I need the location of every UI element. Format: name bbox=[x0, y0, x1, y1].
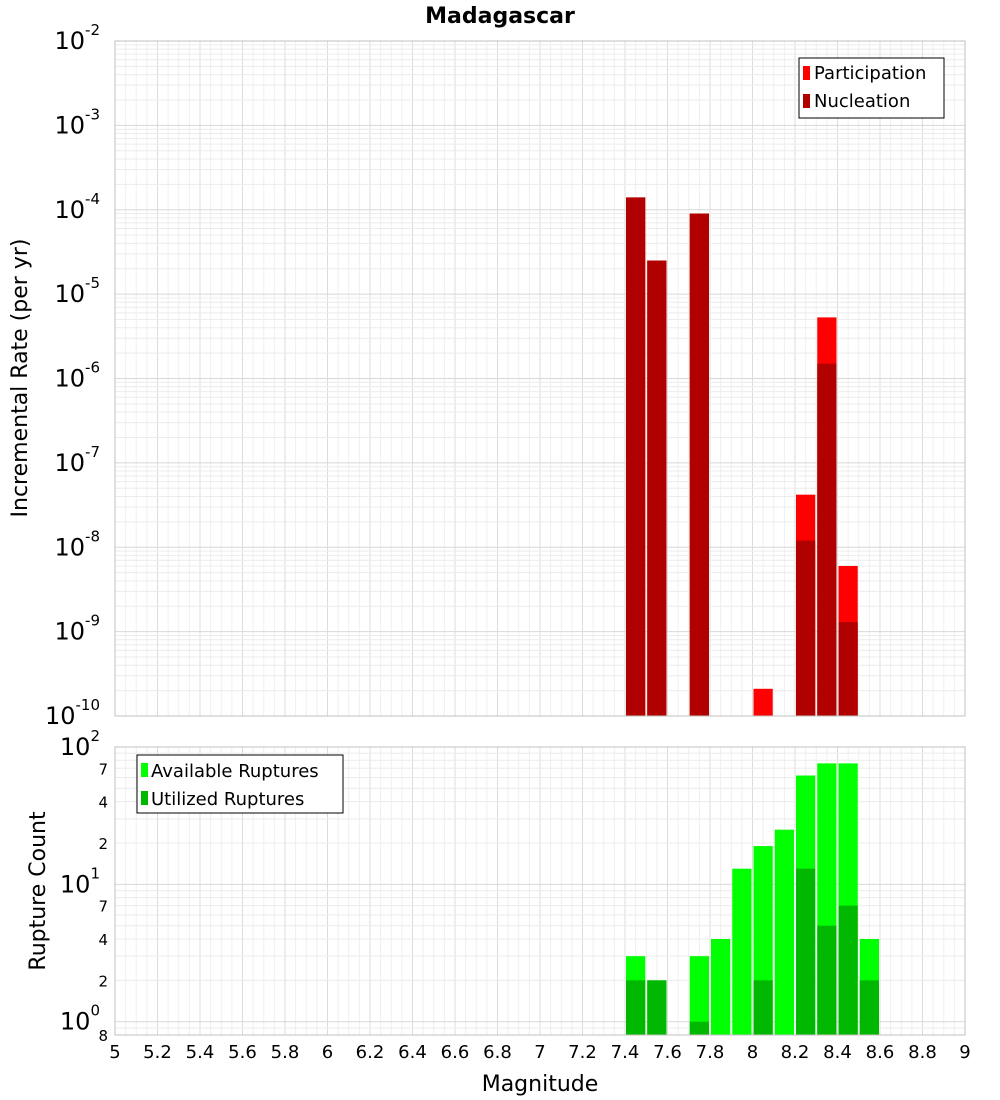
bar-nucleation-8.35 bbox=[817, 363, 837, 716]
top-chart-legend: Participation Nucleation bbox=[798, 57, 945, 119]
bar-utilized-ruptures-8.25 bbox=[796, 868, 816, 1035]
bar-nucleation-7.75 bbox=[689, 213, 709, 717]
bar-participation-8.05 bbox=[753, 688, 773, 716]
bar-utilized-ruptures-8.45 bbox=[838, 905, 858, 1035]
x-axis-ticks: 5 5.2 5.4 5.6 5.8 6 6.2 6.4 6.6 6.8 7 7.2 7.4 7.6 7.8 8… bbox=[109, 1042, 970, 1063]
top-chart-frame bbox=[114, 40, 966, 717]
bar-utilized-ruptures-8.05 bbox=[753, 980, 773, 1035]
x-axis-label: Magnitude bbox=[482, 1072, 599, 1097]
x-tick-label: 7 bbox=[534, 1042, 545, 1063]
y-tick-label: 10-7 bbox=[54, 443, 100, 477]
x-tick-label: 7.2 bbox=[568, 1042, 597, 1063]
bar-nucleation-8.45 bbox=[838, 622, 858, 716]
legend-label-participation: Participation bbox=[814, 63, 926, 84]
bar-utilized-ruptures-7.55 bbox=[647, 980, 667, 1035]
bar-available-ruptures-8.15 bbox=[774, 829, 794, 1035]
bar-available-ruptures-7.75 bbox=[689, 956, 709, 1035]
x-tick-label: 7.8 bbox=[696, 1042, 725, 1063]
y-tick-label: 10-5 bbox=[54, 274, 100, 308]
bar-nucleation-7.55 bbox=[647, 260, 667, 716]
x-tick-label: 5 bbox=[109, 1042, 120, 1063]
x-tick-label: 6.8 bbox=[483, 1042, 512, 1063]
legend-box bbox=[798, 57, 945, 119]
chart-title: Madagascar bbox=[425, 4, 575, 29]
bar-nucleation-8.25 bbox=[796, 540, 816, 716]
top-chart-grid bbox=[114, 40, 966, 717]
x-tick-label: 8.2 bbox=[781, 1042, 810, 1063]
y-tick-label: 100 bbox=[60, 1002, 100, 1036]
y-minor-tick-label: 7 bbox=[98, 760, 108, 778]
y-tick-label: 10-6 bbox=[54, 359, 100, 393]
x-tick-label: 8 bbox=[747, 1042, 758, 1063]
legend-label-nucleation: Nucleation bbox=[814, 91, 910, 112]
legend-swatch-participation bbox=[803, 66, 810, 80]
x-tick-label: 8.6 bbox=[866, 1042, 895, 1063]
y-minor-tick-label: 4 bbox=[98, 794, 108, 812]
legend-swatch-available bbox=[141, 763, 148, 777]
bottom-chart-bars bbox=[626, 763, 879, 1035]
x-tick-label: 6.6 bbox=[441, 1042, 470, 1063]
legend-label-utilized: Utilized Ruptures bbox=[151, 789, 304, 810]
x-tick-label: 9 bbox=[959, 1042, 970, 1063]
y-minor-tick-label: 7 bbox=[98, 898, 108, 916]
y-tick-label: 10-10 bbox=[45, 696, 100, 730]
bottom-chart-y-ticks: 100 101 102 8 2 4 7 2 4 7 bbox=[60, 727, 108, 1045]
x-tick-label: 5.6 bbox=[228, 1042, 257, 1063]
y-tick-label: 10-4 bbox=[54, 190, 100, 224]
y-tick-label: 10-3 bbox=[54, 105, 100, 139]
y-tick-label: 10-2 bbox=[54, 21, 100, 55]
legend-label-available: Available Ruptures bbox=[151, 761, 319, 782]
x-tick-label: 7.4 bbox=[611, 1042, 640, 1063]
x-tick-label: 5.8 bbox=[271, 1042, 300, 1063]
y-minor-tick-label: 8 bbox=[98, 1027, 108, 1045]
x-tick-label: 8.4 bbox=[823, 1042, 852, 1063]
bar-nucleation-7.45 bbox=[626, 197, 646, 717]
y-tick-label: 10-8 bbox=[54, 527, 100, 561]
top-y-axis-label: Incremental Rate (per yr) bbox=[8, 239, 33, 518]
bar-utilized-ruptures-7.45 bbox=[626, 980, 646, 1035]
bar-utilized-ruptures-7.75 bbox=[689, 1021, 709, 1035]
x-tick-label: 5.4 bbox=[186, 1042, 215, 1063]
x-tick-label: 6.4 bbox=[398, 1042, 427, 1063]
y-minor-tick-label: 4 bbox=[98, 931, 108, 949]
legend-box bbox=[136, 754, 344, 814]
y-minor-tick-label: 2 bbox=[98, 972, 108, 990]
y-tick-label: 10-9 bbox=[54, 612, 100, 646]
x-tick-label: 7.6 bbox=[653, 1042, 682, 1063]
bottom-y-axis-label: Rupture Count bbox=[26, 811, 51, 971]
y-minor-tick-label: 2 bbox=[98, 835, 108, 853]
y-tick-label: 101 bbox=[60, 864, 100, 898]
legend-swatch-nucleation bbox=[803, 94, 810, 108]
top-chart-y-ticks: 10-2 10-3 10-4 10-5 10-6 10-7 10-8 10-9 10-10 bbox=[45, 21, 100, 730]
x-tick-label: 8.8 bbox=[908, 1042, 937, 1063]
top-chart-bars bbox=[626, 197, 858, 717]
legend-swatch-utilized bbox=[141, 791, 148, 805]
x-tick-label: 6.2 bbox=[356, 1042, 385, 1063]
x-tick-label: 5.2 bbox=[143, 1042, 172, 1063]
bar-utilized-ruptures-8.55 bbox=[859, 980, 879, 1035]
x-tick-label: 6 bbox=[322, 1042, 333, 1063]
bottom-chart-frame bbox=[114, 746, 966, 1036]
bar-utilized-ruptures-8.35 bbox=[817, 925, 837, 1035]
bar-available-ruptures-7.95 bbox=[732, 868, 752, 1035]
bar-available-ruptures-7.85 bbox=[711, 939, 731, 1035]
y-tick-label: 102 bbox=[60, 727, 100, 761]
bottom-chart-legend: Available Ruptures Utilized Ruptures bbox=[136, 754, 344, 814]
